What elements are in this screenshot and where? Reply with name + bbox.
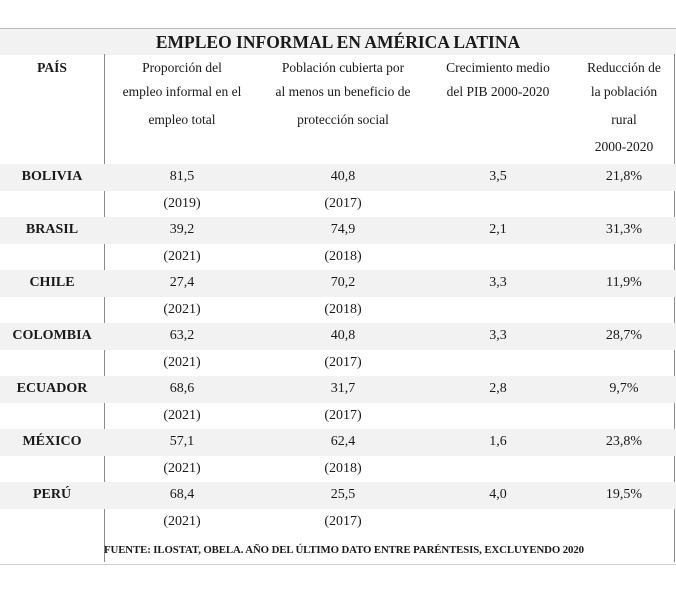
- table-row: COLOMBIA 63,2 40,8 3,3 28,7%: [0, 323, 676, 350]
- header-gdp: Crecimiento medio del PIB 2000-2020: [432, 58, 564, 107]
- informal-share-year: (2021): [163, 301, 201, 317]
- header-gdp-line-2: del PIB 2000-2020: [446, 84, 550, 99]
- informal-share-year: (2021): [163, 354, 201, 370]
- bottom-rule: [0, 564, 676, 565]
- country-name: MÉXICO: [22, 434, 82, 449]
- header-rural-line-1: Reducción de: [587, 60, 661, 75]
- rural-reduction-value: 19,5%: [605, 487, 643, 502]
- rural-reduction-value: 28,7%: [605, 328, 643, 343]
- gdp-growth-value: 3,5: [489, 169, 507, 184]
- country-name: COLOMBIA: [12, 328, 92, 343]
- country-name: BOLIVIA: [21, 169, 83, 184]
- source-footnote: FUENTE: ILOSTAT, OBELA. AÑO DEL ÚLTIMO D…: [104, 544, 584, 556]
- social-coverage-value: 40,8: [330, 169, 356, 184]
- footer-right-rule: [674, 536, 675, 562]
- rural-reduction-value: 31,3%: [605, 222, 643, 237]
- informal-share-year: (2021): [163, 407, 201, 423]
- informal-share-value: 27,4: [169, 275, 195, 290]
- header-informal-line-1: Proporción del: [142, 60, 222, 75]
- country-name: ECUADOR: [16, 381, 88, 396]
- header-rural: Reducción de la población rural 2000-202…: [574, 58, 674, 161]
- informal-share-year: (2021): [163, 460, 201, 476]
- gdp-growth-value: 3,3: [489, 328, 507, 343]
- table-row: MÉXICO 57,1 62,4 1,6 23,8%: [0, 429, 676, 456]
- informal-share-value: 81,5: [169, 169, 195, 184]
- social-coverage-year: (2017): [324, 407, 362, 423]
- gdp-growth-value: 1,6: [489, 434, 507, 449]
- gdp-growth-value: 3,3: [489, 275, 507, 290]
- rural-reduction-value: 11,9%: [606, 275, 642, 290]
- header-rural-line-2: la población: [590, 84, 658, 99]
- social-coverage-year: (2017): [324, 195, 362, 211]
- table-row-years: (2021) (2018): [0, 297, 676, 324]
- header-informal-line-3: empleo total: [148, 111, 216, 127]
- header-coverage: Población cubierta por al menos un benef…: [262, 58, 424, 133]
- social-coverage-value: 62,4: [330, 434, 356, 449]
- header-coverage-line-1: Población cubierta por: [281, 60, 405, 75]
- social-coverage-value: 40,8: [330, 328, 356, 343]
- social-coverage-year: (2018): [324, 301, 362, 317]
- gdp-growth-value: 2,8: [489, 381, 507, 396]
- informal-share-value: 57,1: [169, 434, 195, 449]
- table-row: BRASIL 39,2 74,9 2,1 31,3%: [0, 217, 676, 244]
- table-row-years: (2021) (2017): [0, 350, 676, 377]
- table-row-years: (2019) (2017): [0, 191, 676, 218]
- informal-share-value: 68,6: [169, 381, 195, 396]
- header-rural-line-3: rural: [611, 111, 637, 127]
- gdp-growth-value: 2,1: [489, 222, 507, 237]
- rural-reduction-value: 23,8%: [605, 434, 643, 449]
- table-row: BOLIVIA 81,5 40,8 3,5 21,8%: [0, 164, 676, 191]
- informal-share-year: (2021): [163, 513, 201, 529]
- table-row: CHILE 27,4 70,2 3,3 11,9%: [0, 270, 676, 297]
- header-coverage-line-2: al menos un beneficio de: [275, 84, 411, 99]
- table-row: ECUADOR 68,6 31,7 2,8 9,7%: [0, 376, 676, 403]
- header-coverage-line-3: protección social: [297, 111, 389, 127]
- header-rural-line-4: 2000-2020: [594, 138, 654, 154]
- rural-reduction-value: 21,8%: [605, 169, 643, 184]
- country-name: PERÚ: [32, 487, 72, 502]
- header-gdp-line-1: Crecimiento medio: [446, 60, 550, 75]
- table-title: EMPLEO INFORMAL EN AMÉRICA LATINA: [0, 28, 676, 55]
- country-name: CHILE: [29, 275, 75, 290]
- header-pais: PAÍS: [37, 60, 67, 75]
- table-row-years: (2021) (2018): [0, 244, 676, 271]
- informal-share-year: (2021): [163, 248, 201, 264]
- social-coverage-year: (2017): [324, 354, 362, 370]
- informal-share-year: (2019): [163, 195, 201, 211]
- country-name: BRASIL: [25, 222, 79, 237]
- social-coverage-value: 70,2: [330, 275, 356, 290]
- header-informal-line-2: empleo informal en el: [122, 84, 242, 99]
- social-coverage-year: (2017): [324, 513, 362, 529]
- rural-reduction-value: 9,7%: [609, 381, 639, 396]
- table-row-years: (2021) (2018): [0, 456, 676, 483]
- informal-share-value: 68,4: [169, 487, 195, 502]
- social-coverage-value: 25,5: [330, 487, 356, 502]
- gdp-growth-value: 4,0: [489, 487, 507, 502]
- table-row: PERÚ 68,4 25,5 4,0 19,5%: [0, 482, 676, 509]
- header-informal: Proporción del empleo informal en el emp…: [108, 58, 256, 133]
- informal-share-value: 39,2: [169, 222, 195, 237]
- social-coverage-value: 74,9: [330, 222, 356, 237]
- social-coverage-year: (2018): [324, 460, 362, 476]
- social-coverage-year: (2018): [324, 248, 362, 264]
- social-coverage-value: 31,7: [330, 381, 356, 396]
- informal-share-value: 63,2: [169, 328, 195, 343]
- table-row-years: (2021) (2017): [0, 403, 676, 430]
- footer-left-rule: [104, 536, 105, 562]
- table-row-years: (2021) (2017): [0, 509, 676, 536]
